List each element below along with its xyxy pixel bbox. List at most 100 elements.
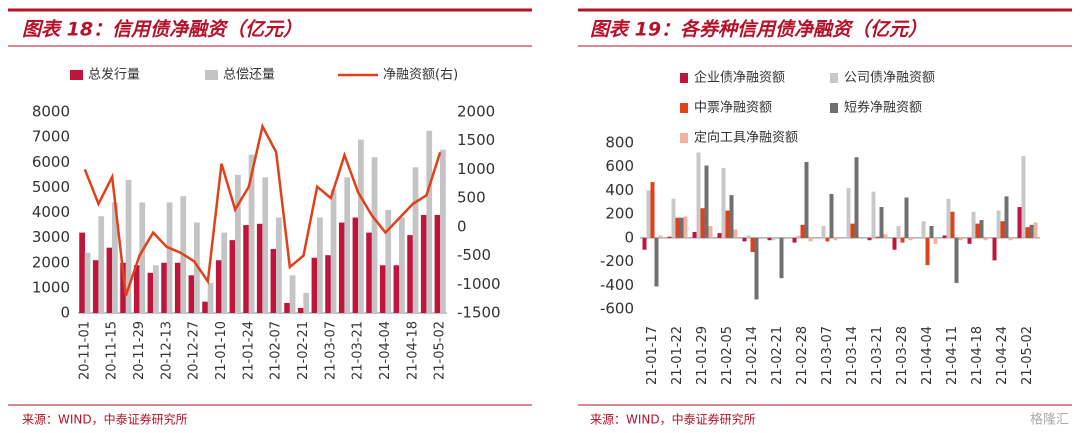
x-tick-label: 21-04-18 [970, 326, 985, 385]
bar [771, 237, 776, 241]
legend-label: 中票净融资额 [694, 101, 772, 116]
x-tick-label: 21-04-18 [405, 321, 420, 380]
bar [243, 225, 249, 313]
bar [358, 139, 364, 313]
y2-tick-label: 0 [457, 217, 467, 235]
bar [84, 252, 91, 313]
bar [696, 152, 701, 238]
bar [434, 215, 441, 313]
bar [303, 292, 310, 313]
bar [207, 282, 214, 313]
bar [1008, 237, 1013, 241]
bar [721, 167, 726, 238]
bar [188, 275, 195, 313]
bar [393, 265, 400, 313]
bar [996, 210, 1001, 238]
y-tick-label: 600 [605, 157, 634, 175]
x-tick-label: 21-04-24 [995, 326, 1010, 385]
chart-title: 图表 18：信用债净融资（亿元） [22, 19, 302, 41]
x-tick-label: 21-04-11 [945, 326, 960, 385]
bar [366, 232, 372, 313]
bar [950, 211, 955, 238]
y2-tick-label: 1000 [457, 160, 495, 178]
y-tick-label: 0 [60, 304, 70, 322]
bar [896, 226, 901, 238]
bar [338, 222, 345, 313]
x-tick-label: 21-05-02 [1020, 326, 1035, 385]
legend-swatch [680, 73, 688, 83]
bar [229, 240, 236, 313]
bar [106, 247, 113, 313]
bar [946, 198, 951, 238]
bar [879, 207, 884, 238]
bar [654, 237, 659, 287]
x-tick-label: 21-01-24 [241, 321, 256, 380]
bar [871, 191, 876, 238]
bar [1025, 227, 1030, 238]
legend-label: 净融资额(右) [383, 68, 458, 83]
bar [779, 237, 784, 279]
x-tick-label: 21-02-21 [296, 321, 311, 380]
x-tick-label: 21-04-04 [378, 321, 393, 380]
bar [1017, 207, 1022, 238]
bar [933, 237, 938, 244]
bar [875, 236, 880, 238]
legend-swatch [680, 103, 688, 113]
bar [325, 255, 331, 313]
bar [971, 211, 976, 238]
bar [892, 237, 897, 250]
bar [708, 226, 713, 238]
legend-label: 短券净融资额 [844, 100, 922, 116]
bar [758, 237, 763, 240]
x-tick-label: 21-03-14 [845, 326, 860, 385]
chart-title: 图表 19：各券种信用债净融资（亿元） [590, 19, 927, 41]
bar [166, 202, 173, 313]
y-tick-label: 3000 [32, 228, 70, 246]
bar [983, 237, 988, 241]
bar [1021, 156, 1026, 238]
bar [399, 217, 405, 313]
y-tick-label: -400 [600, 276, 634, 294]
y-tick-label: 4000 [32, 203, 70, 221]
bar [958, 237, 963, 241]
x-tick-label: 21-04-04 [920, 326, 935, 385]
bar [921, 221, 926, 238]
bar [125, 179, 132, 313]
y-tick-label: 400 [605, 181, 634, 199]
bar [112, 202, 118, 313]
source: 来源：WIND，中泰证券研究所 [22, 412, 188, 427]
legend-label: 公司债净融资额 [844, 71, 935, 86]
bar [92, 260, 99, 313]
bar [767, 237, 772, 241]
bar [667, 236, 672, 238]
bar [800, 224, 805, 238]
bar [692, 231, 697, 238]
x-tick-label: 21-01-10 [214, 321, 229, 380]
bar [675, 217, 680, 238]
bar [992, 237, 997, 261]
y2-tick-label: -500 [457, 246, 491, 264]
bar [407, 235, 413, 313]
bar [276, 217, 282, 313]
bar [194, 222, 200, 313]
legend-label: 总偿还量 [223, 68, 275, 83]
bar [650, 182, 655, 238]
bar [139, 202, 146, 313]
bar [750, 237, 755, 253]
bar [900, 237, 905, 243]
y-tick-label: 8000 [32, 103, 70, 121]
bar [942, 235, 947, 238]
x-tick-label: 21-01-22 [670, 326, 685, 385]
x-tick-label: 20-11-15 [105, 321, 120, 380]
bar [385, 209, 392, 313]
legend-swatch [680, 133, 688, 143]
bar [967, 237, 972, 244]
bar [1033, 222, 1038, 238]
bar [729, 195, 734, 238]
bar [821, 226, 826, 238]
bar [975, 223, 980, 238]
bar [215, 260, 222, 313]
y-tick-label: 6000 [32, 153, 70, 171]
x-tick-label: 21-02-07 [269, 321, 284, 380]
